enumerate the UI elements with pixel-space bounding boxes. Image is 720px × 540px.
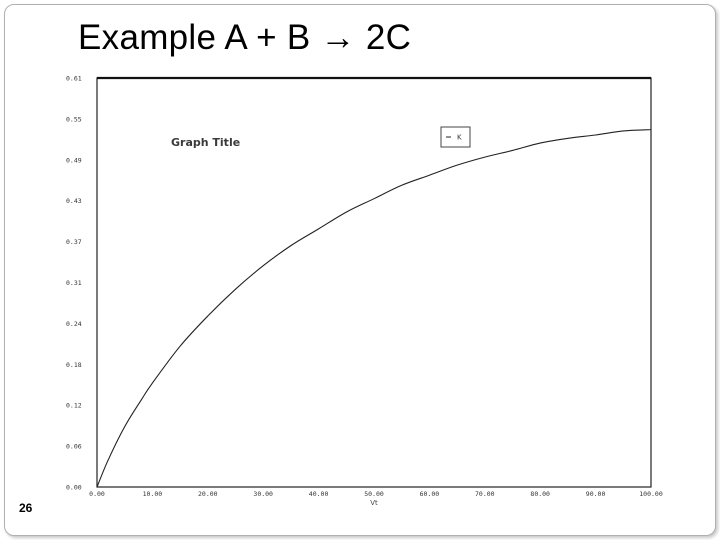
y-tick-label: 0.55: [66, 115, 82, 123]
x-tick-label: 60.00: [420, 490, 440, 498]
slide-number: 26: [19, 501, 33, 515]
x-tick-label: 80.00: [530, 490, 550, 498]
x-axis-label: Vt: [370, 499, 378, 507]
x-tick-label: 70.00: [475, 490, 495, 498]
y-tick-label: 0.06: [66, 443, 82, 451]
y-tick-label: 0.49: [66, 156, 82, 164]
x-tick-label: 90.00: [586, 490, 606, 498]
x-tick-label: 20.00: [198, 490, 218, 498]
x-tick-label: 40.00: [309, 490, 329, 498]
y-tick-label: 0.31: [66, 279, 82, 287]
y-tick-label: 0.12: [66, 402, 82, 410]
legend-box: [440, 126, 471, 148]
slide-title: Example A + B → 2C: [78, 18, 412, 57]
y-tick-label: 0.61: [66, 75, 82, 83]
y-tick-label: 0.00: [66, 484, 82, 492]
y-tick-label: 0.24: [66, 320, 82, 328]
slide-frame: [4, 4, 716, 536]
chart-title: Graph Title: [171, 136, 240, 149]
x-tick-label: 30.00: [253, 490, 273, 498]
series-line-k: [96, 129, 652, 488]
x-tick-label: 100.00: [639, 490, 663, 498]
y-tick-label: 0.37: [66, 238, 82, 246]
legend-label: K: [457, 134, 462, 142]
x-tick-label: 10.00: [143, 490, 163, 498]
y-tick-label: 0.43: [66, 197, 82, 205]
x-tick-label: 50.00: [364, 490, 384, 498]
y-tick-label: 0.18: [66, 361, 82, 369]
x-tick-label: 0.00: [89, 490, 105, 498]
